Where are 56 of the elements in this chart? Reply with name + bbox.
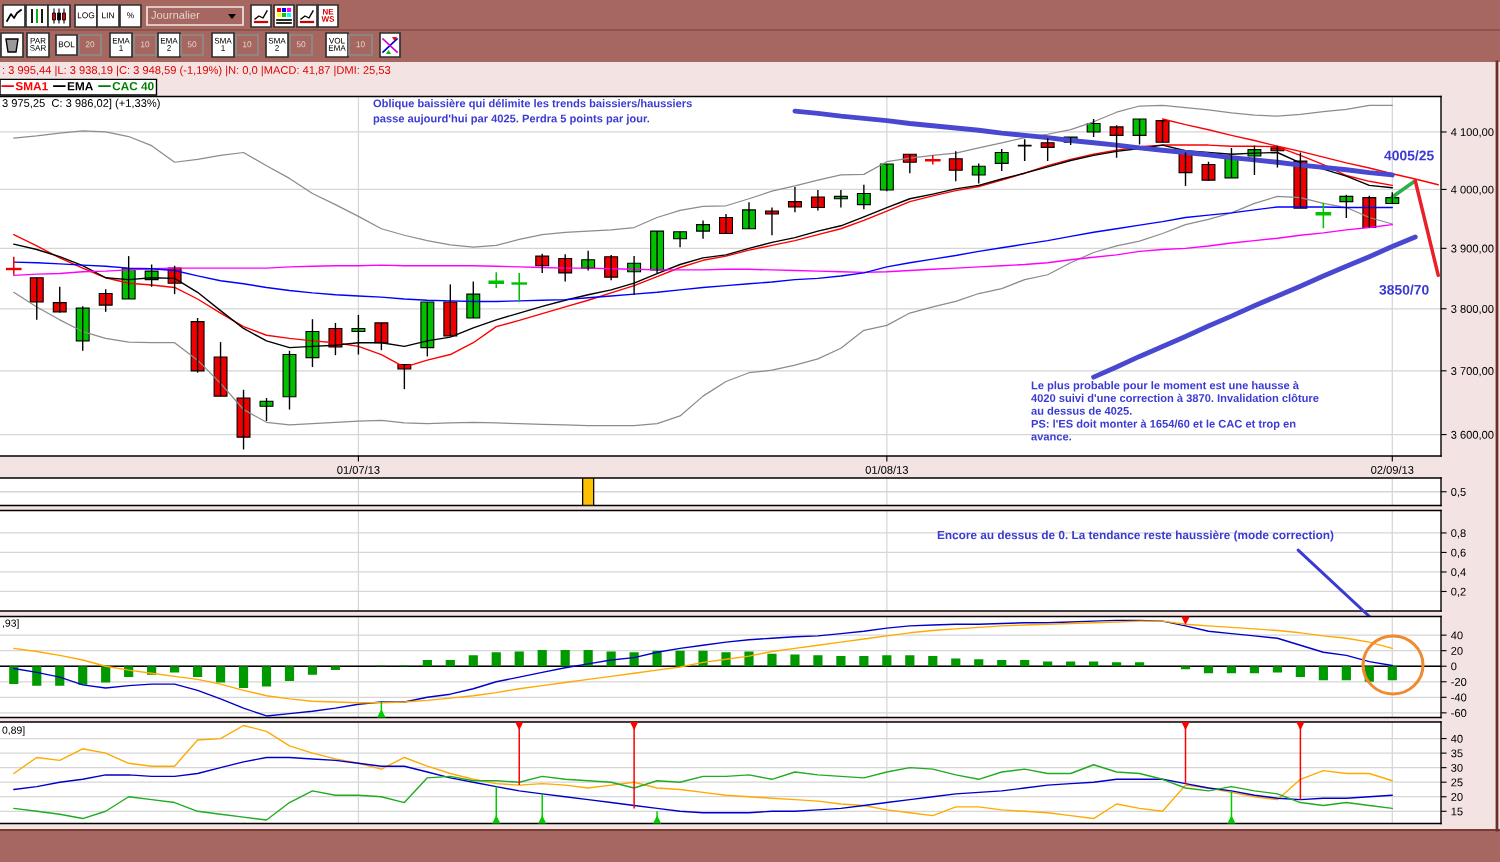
text: 10 [356, 41, 365, 48]
y-tick-label: 4 000,00 [1450, 185, 1494, 195]
y-tick-label: 30 [1451, 763, 1463, 772]
y-tick-label: 4 100,00 [1450, 128, 1494, 138]
annotation: 3 975,25 C: 3 986,02] (+1,33%) [2, 98, 160, 110]
text: SMA 2 [268, 37, 286, 51]
y-tick-label: 3 800,00 [1451, 305, 1494, 315]
text: PAR SAR [30, 37, 46, 51]
y-tick-label: 15 [1451, 807, 1463, 816]
text: SMA 1 [214, 37, 232, 51]
annotation: 3850/70 [1379, 284, 1429, 295]
y-tick-label: 0,5 [1451, 488, 1466, 498]
y-tick-label: 20 [1451, 793, 1463, 801]
y-tick-label: 40 [1450, 631, 1463, 640]
legend-label: SMA1 [15, 82, 48, 91]
y-tick-label: 25 [1451, 778, 1463, 787]
y-tick-label: 0,4 [1451, 568, 1466, 578]
text: 20 [85, 41, 95, 48]
text: CAC 40 [112, 82, 154, 91]
annotation: ,93] [2, 619, 19, 629]
annotation: Le plus probable pour le moment est une hausse à 4020 suivi d'une correction à 3870. Invalidation clôture au dessus de 4025. PS: l'ES doit monter à 1654/60 et le CAC et trop en avance. [1031, 381, 1319, 441]
text: BOL [58, 41, 75, 48]
x-tick-label: 02/09/13 [1371, 465, 1414, 474]
text: % [127, 12, 134, 19]
y-tick-label: 3 700,00 [1451, 367, 1494, 377]
y-tick-label: -40 [1451, 693, 1467, 702]
text: LIN [102, 12, 114, 19]
y-tick-label: -60 [1451, 709, 1467, 717]
y-tick-label: 20 [1451, 646, 1463, 655]
text: LOG [77, 12, 95, 19]
annotation: 4005/25 [1384, 150, 1434, 161]
text: EMA 2 [160, 37, 178, 51]
y-tick-label: -20 [1451, 678, 1467, 686]
y-tick-label: 40 [1450, 734, 1463, 743]
text: 50 [187, 41, 197, 48]
text: Journalier [151, 10, 200, 19]
x-tick-label: 01/08/13 [865, 465, 908, 474]
y-tick-label: 3 900,00 [1451, 244, 1494, 254]
annotation: Oblique baissière qui délimite les trends baissiers/haussiers passe aujourd'hui par 4025. Perdra 5 points par jour. [373, 99, 692, 125]
y-tick-label: 35 [1451, 749, 1463, 758]
text: 10 [141, 41, 150, 48]
text: EMA 1 [112, 37, 130, 51]
text: : 3 995,44 |L: 3 938,19 |C: 3 948,59 (-1,19%) |N: 0,0 |MACD: 41,87 |DMI: 25,53 [3, 65, 391, 77]
text: 10 [243, 41, 252, 48]
annotation: 0,89] [2, 726, 25, 736]
text: NE WS [321, 8, 335, 22]
x-tick-label: 01/07/13 [337, 465, 380, 474]
y-tick-label: 3 600,00 [1451, 430, 1494, 441]
y-tick-label: 0,2 [1451, 587, 1466, 597]
y-tick-label: 0 [1451, 662, 1457, 671]
annotation: Encore au dessus de 0. La tendance reste haussière (mode correction) [937, 530, 1334, 542]
y-tick-label: 0,6 [1451, 548, 1466, 558]
text: 50 [296, 41, 306, 48]
legend-label: EMA [67, 82, 93, 91]
y-tick-label: 0,8 [1451, 529, 1466, 539]
text: VOL EMA [328, 37, 346, 51]
